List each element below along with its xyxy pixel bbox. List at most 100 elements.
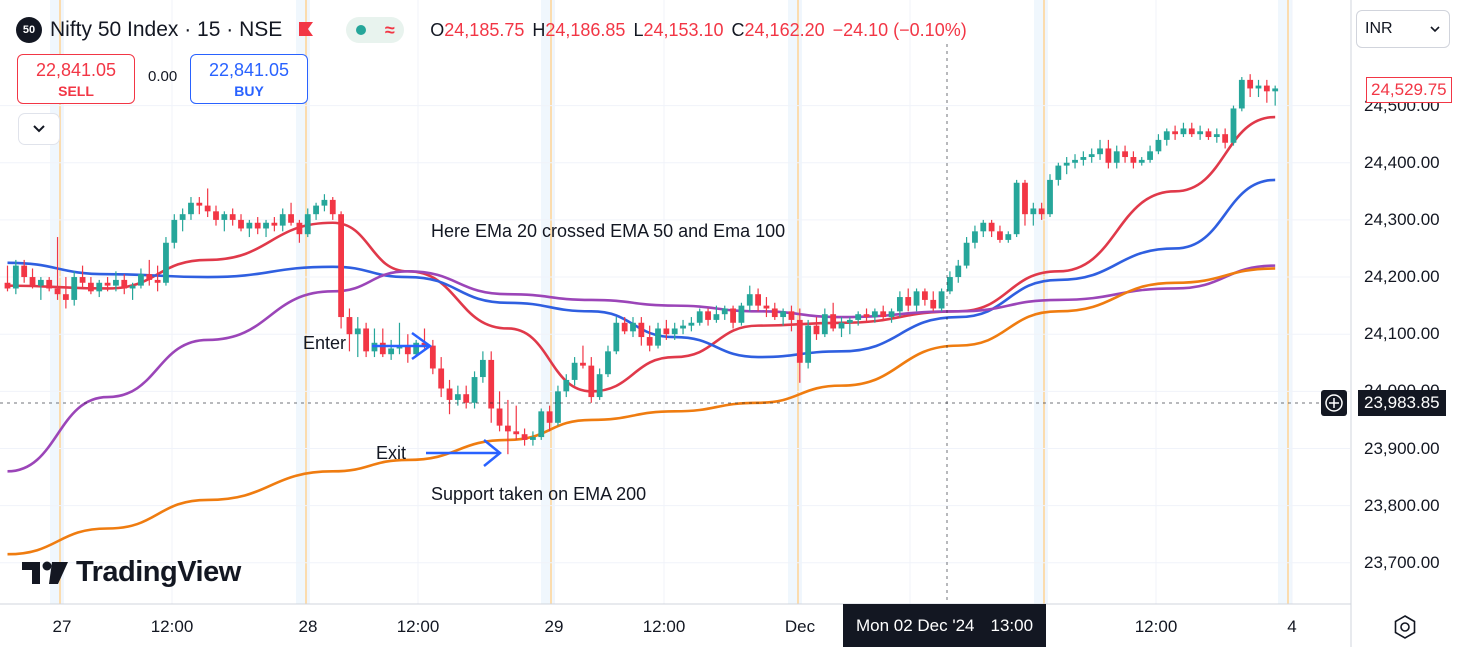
- candle-body: [304, 214, 311, 235]
- candle-body: [1238, 79, 1245, 109]
- candle-body: [471, 377, 478, 403]
- candle-body: [763, 305, 770, 309]
- price-tick-label: 24,400.00: [1364, 152, 1440, 172]
- candle-body: [780, 311, 787, 318]
- candle-body: [321, 199, 328, 206]
- annotation-ema-cross[interactable]: Here EMa 20 crossed EMA 50 and Ema 100: [431, 221, 786, 241]
- flag-icon[interactable]: [296, 20, 316, 40]
- candle-body: [454, 394, 461, 400]
- candle-body: [655, 328, 661, 346]
- candle-body: [379, 342, 386, 355]
- add-plus-icon[interactable]: [1321, 390, 1347, 416]
- candle-body: [1197, 131, 1204, 135]
- candle-body: [12, 265, 19, 289]
- symbol-badge[interactable]: 50: [16, 17, 42, 43]
- candle-body: [1180, 128, 1187, 135]
- candle-body: [54, 288, 61, 295]
- candle-body: [930, 299, 937, 309]
- buy-button[interactable]: 22,841.05 BUY: [190, 54, 308, 104]
- candle-body: [96, 282, 103, 292]
- chevron-down-icon: [1430, 26, 1440, 33]
- chevron-down-icon: [33, 125, 45, 133]
- candle-body: [46, 279, 53, 289]
- candle-body: [630, 322, 636, 332]
- candle-body: [346, 317, 353, 335]
- candle-body: [730, 308, 736, 323]
- candle-body: [1080, 157, 1087, 160]
- currency-select[interactable]: INR: [1356, 10, 1450, 48]
- candle-body: [1222, 134, 1229, 143]
- candle-body: [421, 342, 428, 346]
- candle-body: [813, 325, 820, 335]
- candle-body: [388, 348, 395, 355]
- candle-body: [221, 214, 228, 220]
- ohlc-change: −24.10 (−0.10%): [832, 19, 967, 40]
- time-tick-label: 28: [298, 617, 318, 636]
- candle-body: [546, 411, 553, 423]
- candle-body: [338, 214, 344, 318]
- candle-body: [805, 325, 812, 363]
- candle-body: [855, 314, 862, 320]
- time-tick-label: 12:00: [1134, 617, 1178, 636]
- candle-body: [997, 231, 1003, 240]
- candle-body: [463, 394, 470, 403]
- candle-body: [1113, 151, 1120, 163]
- market-open-dot-icon: [355, 25, 366, 35]
- spread-value: 0.00: [148, 68, 178, 85]
- collapse-legend-button[interactable]: [19, 114, 59, 144]
- candle-body: [1088, 154, 1095, 158]
- annotation-exit[interactable]: Exit: [376, 443, 407, 463]
- crosshair-time-hour: 13:00: [990, 615, 1034, 635]
- candle-body: [1213, 134, 1220, 138]
- candle-body: [1188, 128, 1195, 135]
- candle-body: [446, 388, 453, 400]
- sell-price: 22,841.05: [35, 59, 117, 80]
- candle-body: [846, 319, 853, 323]
- candle-body: [479, 359, 486, 378]
- candle-body: [1047, 179, 1053, 215]
- candle-body: [279, 214, 286, 226]
- time-tick-label: 12:00: [150, 617, 194, 636]
- price-tick-label: 23,700.00: [1364, 552, 1440, 572]
- candle-body: [871, 311, 878, 318]
- annotation-support[interactable]: Support taken on EMA 200: [431, 484, 647, 504]
- candle-body: [1138, 159, 1145, 163]
- candle-body: [638, 322, 645, 338]
- candle-body: [713, 314, 720, 320]
- candle-body: [229, 214, 236, 220]
- candle-body: [179, 214, 186, 220]
- enter-arrow: [372, 331, 433, 361]
- candle-body: [29, 277, 36, 286]
- settings-gear-icon[interactable]: [1392, 614, 1418, 640]
- candle-body: [696, 311, 703, 323]
- candle-body: [204, 205, 211, 212]
- candle-body: [171, 219, 178, 243]
- tradingview-logo-text: TradingView: [76, 556, 241, 588]
- candle-body: [1247, 79, 1254, 89]
- candle-body: [329, 199, 336, 215]
- symbol-title[interactable]: Nifty 50 Index · 15 · NSE: [50, 18, 283, 41]
- sell-button[interactable]: 22,841.05 SELL: [17, 54, 135, 104]
- candle-body: [922, 291, 928, 300]
- crosshair-time-tag: Mon 02 Dec '24 13:00: [843, 604, 1046, 647]
- candle-body: [1255, 85, 1262, 89]
- candle-body: [955, 265, 962, 278]
- candle-body: [37, 279, 44, 286]
- ohlc-low: L24,153.10: [633, 19, 724, 40]
- time-tick-label: 29: [544, 617, 564, 636]
- candles: [4, 74, 1279, 455]
- candle-body: [863, 314, 870, 318]
- candle-body: [621, 322, 628, 332]
- market-status-pill[interactable]: ≈: [346, 17, 405, 43]
- candle-body: [188, 202, 194, 215]
- candle-body: [755, 294, 761, 306]
- time-tick-label: 12:00: [642, 617, 686, 636]
- chart-header: 50 Nifty 50 Index · 15 · NSE ≈ O24,185.7…: [16, 14, 967, 46]
- tradingview-logo[interactable]: TradingView: [22, 556, 241, 589]
- session-band: [541, 0, 555, 604]
- candle-body: [680, 325, 686, 329]
- candle-body: [1130, 157, 1137, 163]
- candle-body: [938, 291, 945, 309]
- annotation-enter[interactable]: Enter: [303, 333, 347, 353]
